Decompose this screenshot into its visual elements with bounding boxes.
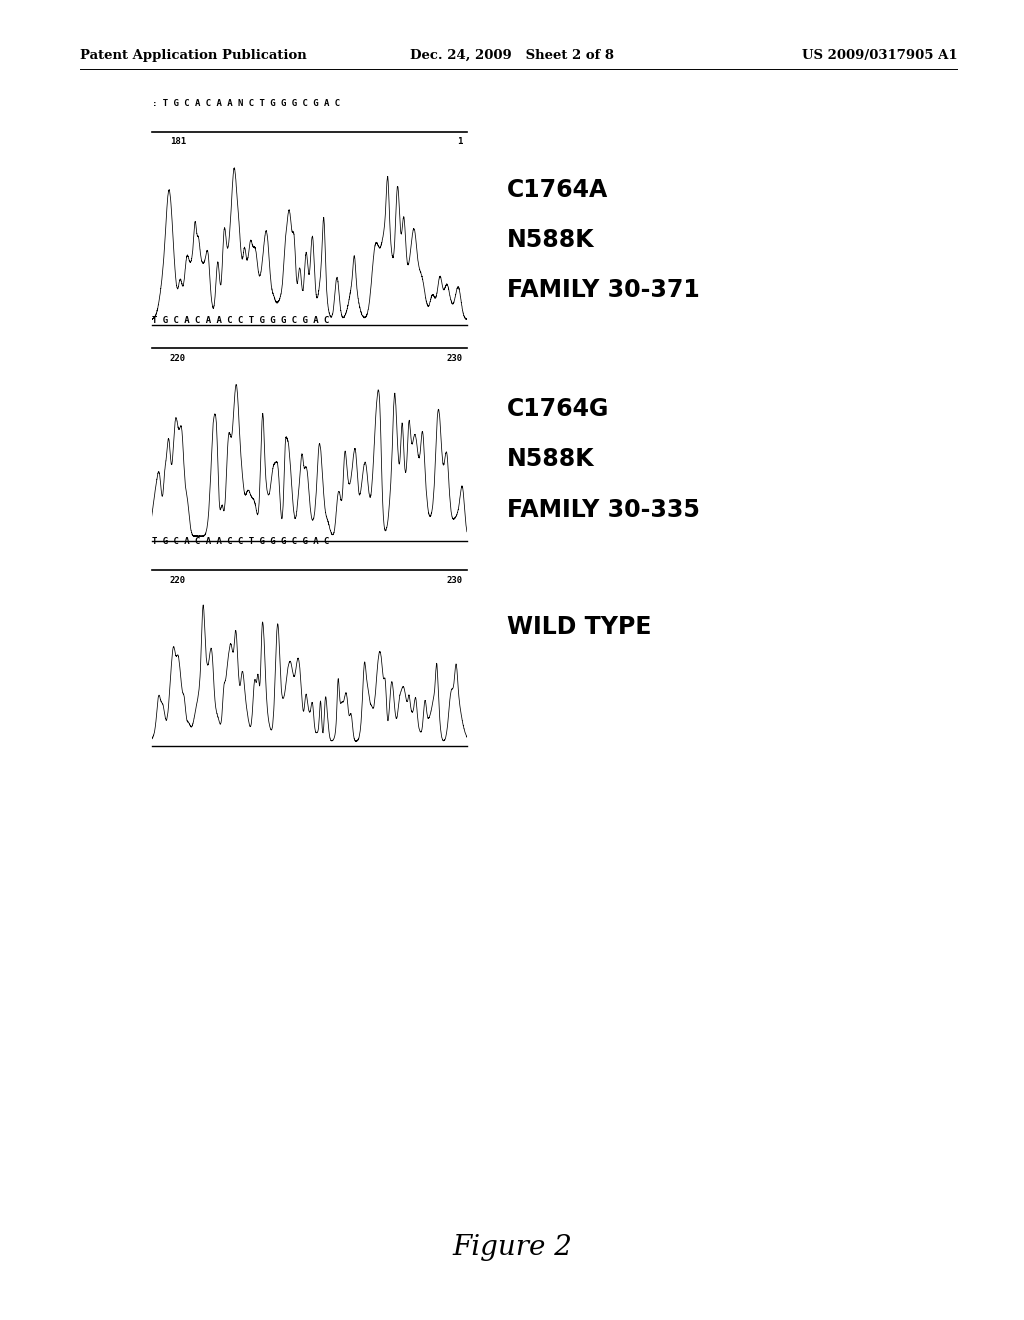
Text: T G C A C A A C C T G G G C G A C: T G C A C A A C C T G G G C G A C [152, 315, 329, 325]
Text: FAMILY 30-371: FAMILY 30-371 [507, 279, 699, 302]
Text: US 2009/0317905 A1: US 2009/0317905 A1 [802, 49, 957, 62]
Text: Patent Application Publication: Patent Application Publication [80, 49, 306, 62]
Text: N588K: N588K [507, 447, 595, 471]
Text: N588K: N588K [507, 228, 595, 252]
Text: Dec. 24, 2009   Sheet 2 of 8: Dec. 24, 2009 Sheet 2 of 8 [410, 49, 614, 62]
Text: Figure 2: Figure 2 [452, 1234, 572, 1261]
Text: C1764A: C1764A [507, 178, 608, 202]
Text: 1: 1 [458, 137, 463, 147]
Text: WILD TYPE: WILD TYPE [507, 615, 651, 639]
Text: 181: 181 [170, 137, 186, 147]
Text: 220: 220 [170, 576, 186, 585]
Text: T G C A C A A C C T G G G C G A C: T G C A C A A C C T G G G C G A C [152, 537, 329, 546]
Text: 230: 230 [446, 576, 463, 585]
Text: C1764G: C1764G [507, 397, 609, 421]
Text: : T G C A C A A N C T G G G C G A C: : T G C A C A A N C T G G G C G A C [152, 99, 340, 108]
Text: 220: 220 [170, 354, 186, 363]
Text: 230: 230 [446, 354, 463, 363]
Text: FAMILY 30-335: FAMILY 30-335 [507, 498, 699, 521]
